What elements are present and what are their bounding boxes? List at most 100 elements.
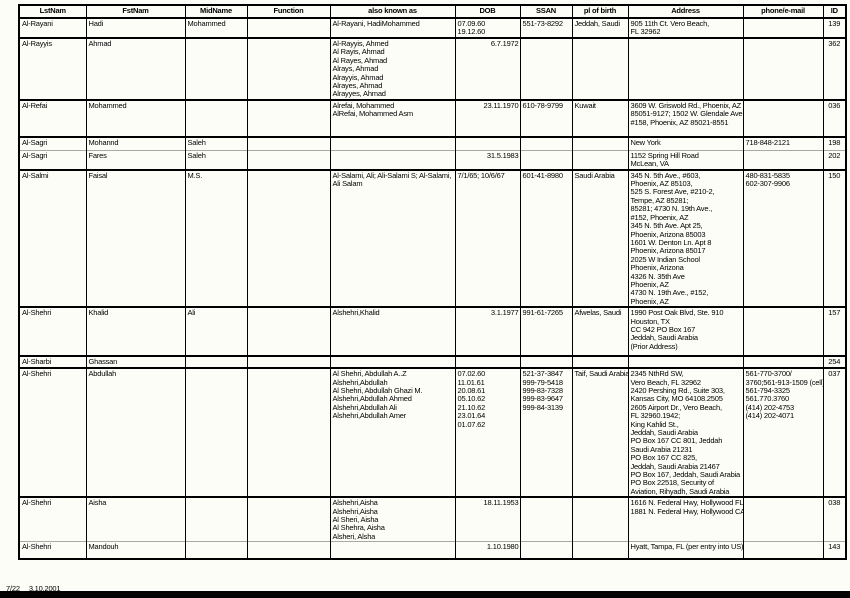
cell-birthplace xyxy=(571,355,628,369)
cell-aka: Al-Rayani, HadiMohammed xyxy=(329,17,455,38)
cell-ssan xyxy=(519,149,572,170)
cell-lstnam: Al-Rayyis xyxy=(18,37,86,100)
cell-birthplace: Saudi Arabia xyxy=(571,168,628,308)
cell-dob: 07.09.60 19.12.60 xyxy=(454,17,520,38)
cell-function xyxy=(246,355,330,369)
cell-id: 038 xyxy=(822,496,846,542)
cell-fstnam: Mandouh xyxy=(85,541,185,560)
cell-id: 198 xyxy=(822,135,846,151)
cell-midname: M.S. xyxy=(184,168,247,308)
cell-id: 139 xyxy=(822,17,846,38)
cell-aka: Alrefai, Mohammed AlRefai, Mohammed Asm xyxy=(329,98,455,137)
cell-phone-email xyxy=(742,541,823,560)
cell-aka: Al-Rayyis, Ahmed Al Rayis, Ahmad Al Rayes,… xyxy=(329,37,455,100)
cell-function xyxy=(246,98,330,137)
cell-id: 037 xyxy=(822,367,846,498)
cell-lstnam: Al-Shehri xyxy=(18,496,86,542)
column-header-lstnam: LstNam xyxy=(18,5,86,19)
cell-midname: Mohammed xyxy=(184,17,247,38)
cell-ssan xyxy=(519,541,572,560)
cell-phone-email xyxy=(742,355,823,369)
cell-dob xyxy=(454,135,520,151)
footer-date: 3.10.2001 xyxy=(28,584,61,593)
cell-phone-email xyxy=(742,306,823,357)
cell-birthplace xyxy=(571,149,628,170)
cell-fstnam: Aisha xyxy=(85,496,185,542)
table-row: Al-Rayani Hadi Mohammed Al-Rayani, HadiMoha… xyxy=(18,17,846,38)
table-row: Al-Shehri Abdullah Al Shehri, Abdullah A..… xyxy=(18,367,846,498)
cell-birthplace: Kuwait xyxy=(571,98,628,137)
cell-address: 1990 Post Oak Blvd, Ste. 910 Houston, TX C… xyxy=(627,306,743,357)
table-header-row: LstNam FstNam MidName Function also know… xyxy=(18,5,846,19)
column-header-midname: MidName xyxy=(184,5,247,19)
cell-phone-email xyxy=(742,37,823,100)
cell-dob: 31.5.1983 xyxy=(454,149,520,170)
cell-address xyxy=(627,37,743,100)
cell-address: Hyatt, Tampa, FL (per entry into US) xyxy=(627,541,743,560)
cell-lstnam: Al-Sagri xyxy=(18,149,86,170)
cell-address: 905 11th Ct. Vero Beach, FL 32962 xyxy=(627,17,743,38)
cell-function xyxy=(246,37,330,100)
cell-function xyxy=(246,541,330,560)
cell-midname: Saleh xyxy=(184,135,247,151)
cell-address: 3609 W. Griswold Rd., Phoenix, AZ 85051-9… xyxy=(627,98,743,137)
cell-dob xyxy=(454,355,520,369)
cell-midname xyxy=(184,496,247,542)
cell-fstnam: Hadi xyxy=(85,17,185,38)
cell-function xyxy=(246,496,330,542)
cell-midname: Ali xyxy=(184,306,247,357)
cell-function xyxy=(246,168,330,308)
cell-dob: 07.02.60 11.01.61 20.08.61 05.10.62 21.10.62… xyxy=(454,367,520,498)
cell-lstnam: Al-Refai xyxy=(18,98,86,137)
cell-address: 1616 N. Federal Hwy, Hollywood FL; 1881 N… xyxy=(627,496,743,542)
table-row: Al-Shehri Mandouh 1.10.1980 Hyatt, Tampa, F… xyxy=(18,541,846,560)
column-header-birthplace: pl of birth xyxy=(571,5,628,19)
cell-fstnam: Faisal xyxy=(85,168,185,308)
cell-phone-email: 561-770-3700/3760;561-913-1509 (cell) 561… xyxy=(742,367,823,498)
cell-fstnam: Mohannd xyxy=(85,135,185,151)
table-row: Al-Rayyis Ahmad Al-Rayyis, Ahmed Al Rayis, … xyxy=(18,37,846,100)
table-row: Al-Sharbi Ghassan 254 xyxy=(18,355,846,369)
cell-midname xyxy=(184,367,247,498)
cell-lstnam: Al-Sharbi xyxy=(18,355,86,369)
cell-dob: 3.1.1977 xyxy=(454,306,520,357)
page-footer: 7/22 3.10.2001 xyxy=(6,584,69,593)
column-header-address: Address xyxy=(627,5,743,19)
column-header-function: Function xyxy=(246,5,330,19)
cell-ssan xyxy=(519,135,572,151)
cell-lstnam: Al-Shehri xyxy=(18,541,86,560)
cell-birthplace: Jeddah, Saudi xyxy=(571,17,628,38)
cell-fstnam: Abdullah xyxy=(85,367,185,498)
cell-phone-email xyxy=(742,149,823,170)
cell-aka xyxy=(329,135,455,151)
cell-address xyxy=(627,355,743,369)
cell-address: 1152 Spring Hill Road McLean, VA xyxy=(627,149,743,170)
cell-function xyxy=(246,17,330,38)
cell-dob: 6.7.1972 xyxy=(454,37,520,100)
cell-lstnam: Al-Salmi xyxy=(18,168,86,308)
cell-ssan xyxy=(519,496,572,542)
cell-aka xyxy=(329,541,455,560)
cell-id: 143 xyxy=(822,541,846,560)
cell-ssan xyxy=(519,37,572,100)
table-row: Al-Sagri Fares Saleh 31.5.1983 1152 Spring H… xyxy=(18,149,846,170)
column-header-aka: also known as xyxy=(329,5,455,19)
cell-ssan: 610-78-9799 xyxy=(519,98,572,137)
cell-function xyxy=(246,367,330,498)
cell-id: 150 xyxy=(822,168,846,308)
table-row: Al-Refai Mohammed Alrefai, Mohammed AlRefai… xyxy=(18,98,846,137)
cell-fstnam: Fares xyxy=(85,149,185,170)
document-page: LstNam FstNam MidName Function also know… xyxy=(18,4,847,561)
column-header-id: ID xyxy=(822,5,846,19)
cell-birthplace xyxy=(571,135,628,151)
cell-phone-email: 480-831-5835 602-307-9906 xyxy=(742,168,823,308)
table-row: Al-Shehri Aisha Alshehri,Aisha Alshehri,Ais… xyxy=(18,496,846,542)
cell-phone-email xyxy=(742,17,823,38)
cell-lstnam: Al-Sagri xyxy=(18,135,86,151)
cell-birthplace xyxy=(571,496,628,542)
cell-id: 362 xyxy=(822,37,846,100)
column-header-dob: DOB xyxy=(454,5,520,19)
cell-aka xyxy=(329,149,455,170)
cell-function xyxy=(246,135,330,151)
cell-aka: Alshehri,Khalid xyxy=(329,306,455,357)
